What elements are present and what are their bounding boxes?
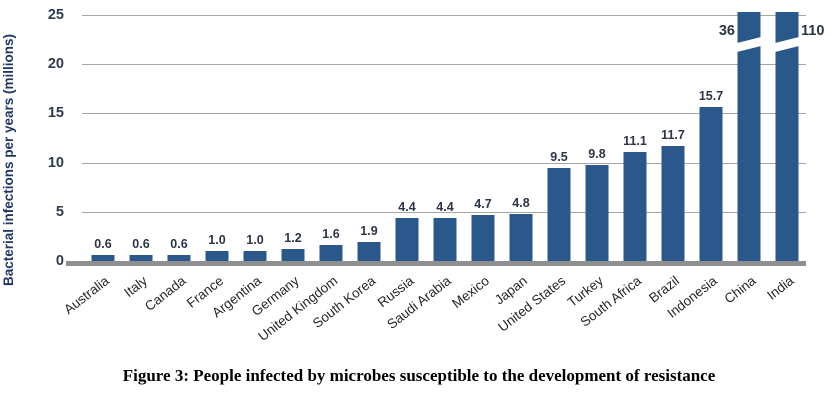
- bar-value-label-turkey: 9.8: [588, 146, 606, 161]
- x-label-cell-canada: Canada: [142, 266, 198, 356]
- bar-value-label-japan: 4.8: [512, 195, 530, 210]
- bar-saudi-arabia: [433, 217, 457, 261]
- bar-value-label-france: 1.0: [208, 233, 226, 248]
- bar-column-indonesia: 15.7: [692, 15, 730, 261]
- axis-break-china: [737, 36, 761, 53]
- bar-value-label-china: 36: [718, 23, 735, 39]
- bar-russia: [395, 217, 419, 261]
- bar-value-label-canada: 0.6: [170, 237, 188, 252]
- bars-group: 0.6 0.6 0.6 1.0 1.0 1.2 1.6 1.9 4.4 4.4 4.7 4.8 9.5 9…: [70, 12, 824, 261]
- bar-column-south-africa: 11.1: [616, 15, 654, 261]
- bar-india: [775, 12, 799, 261]
- bar-column-india: 110: [768, 12, 824, 261]
- bar-column-saudi-arabia: 4.4: [426, 15, 464, 261]
- gridline-25: [82, 15, 806, 16]
- bar-value-label-india: 110: [801, 23, 825, 39]
- bar-value-label-russia: 4.4: [398, 199, 416, 214]
- bar-column-france: 1.0: [198, 15, 236, 261]
- y-tick-label-10: 10: [47, 154, 64, 171]
- bar-japan: [509, 213, 533, 261]
- bar-mexico: [471, 214, 495, 261]
- axis-break-india: [775, 36, 799, 53]
- bar-indonesia: [699, 106, 723, 261]
- bar-column-canada: 0.6: [160, 15, 198, 261]
- bar-italy: [129, 255, 153, 261]
- bar-column-turkey: 9.8: [578, 15, 616, 261]
- gridline-20: [82, 64, 806, 66]
- gridline-10: [82, 162, 806, 164]
- bar-france: [205, 251, 229, 261]
- gridline-15: [82, 113, 806, 115]
- bar-value-label-argentina: 1.0: [246, 233, 264, 248]
- bar-south-africa: [623, 151, 647, 261]
- bar-germany: [281, 249, 305, 261]
- y-tick-label-5: 5: [55, 203, 64, 220]
- y-tick-label-15: 15: [47, 105, 64, 122]
- bar-value-label-south-korea: 1.9: [360, 224, 378, 239]
- y-tick-label-0: 0: [55, 253, 64, 269]
- bar-value-label-united-states: 9.5: [550, 149, 568, 164]
- bar-china: [737, 12, 761, 261]
- bar-value-label-saudi-arabia: 4.4: [436, 199, 454, 214]
- bar-column-china: 36: [719, 12, 768, 261]
- bar-column-mexico: 4.7: [464, 15, 502, 261]
- x-label-cell-australia: Australia: [62, 266, 122, 356]
- figure-caption: Figure 3: People infected by microbes su…: [122, 366, 716, 385]
- y-tick-label-25: 25: [47, 7, 64, 23]
- x-axis-label-australia: Australia: [61, 273, 113, 318]
- bar-value-label-australia: 0.6: [94, 237, 112, 252]
- x-axis-label-india: India: [763, 273, 797, 303]
- bar-brazil: [661, 145, 685, 261]
- bar-column-italy: 0.6: [122, 15, 160, 261]
- bar-value-label-italy: 0.6: [132, 237, 150, 252]
- x-label-cell-india: India: [764, 266, 806, 356]
- bar-united-states: [547, 167, 571, 261]
- bar-canada: [167, 255, 191, 261]
- bar-value-label-germany: 1.2: [284, 231, 302, 246]
- x-label-cell-mexico: Mexico: [449, 266, 502, 356]
- bar-column-south-korea: 1.9: [350, 15, 388, 261]
- bar-column-brazil: 11.7: [654, 15, 692, 261]
- bar-value-label-united-kingdom: 1.6: [322, 227, 340, 242]
- bar-argentina: [243, 251, 267, 261]
- bar-value-label-mexico: 4.7: [474, 196, 492, 211]
- x-label-cell-south-korea: South Korea: [310, 266, 388, 356]
- bar-value-label-south-africa: 11.1: [623, 133, 647, 148]
- bar-column-russia: 4.4: [388, 15, 426, 261]
- chart-area: Bacterial infections per years (millions…: [1, 7, 824, 356]
- bar-united-kingdom: [319, 245, 343, 261]
- bar-south-korea: [357, 242, 381, 261]
- x-label-cell-china: China: [721, 266, 768, 356]
- bar-turkey: [585, 164, 609, 261]
- bar-column-argentina: 1.0: [236, 15, 274, 261]
- gridline-5: [82, 211, 806, 213]
- y-tick-label-20: 20: [47, 56, 64, 73]
- bar-column-united-states: 9.5: [540, 15, 578, 261]
- bar-australia: [91, 255, 115, 261]
- x-axis-line: [66, 261, 806, 266]
- plot-area: 0.6 0.6 0.6 1.0 1.0 1.2 1.6 1.9 4.4 4.4 4.7 4.8 9.5 9…: [70, 12, 824, 261]
- x-axis-labels: Australia Italy Canada France Argentina Germa…: [62, 266, 806, 356]
- x-label-cell-south-africa: South Africa: [578, 266, 654, 356]
- bar-column-germany: 1.2: [274, 15, 312, 261]
- bar-column-japan: 4.8: [502, 15, 540, 261]
- x-label-cell-united-states: United States: [495, 266, 578, 356]
- bar-column-united-kingdom: 1.6: [312, 15, 350, 261]
- bar-column-australia: 0.6: [84, 15, 122, 261]
- x-axis-label-italy: Italy: [121, 273, 151, 301]
- bar-value-label-indonesia: 15.7: [698, 88, 724, 103]
- x-label-cell-indonesia: Indonesia: [665, 266, 730, 356]
- bar-value-label-brazil: 11.7: [661, 127, 685, 142]
